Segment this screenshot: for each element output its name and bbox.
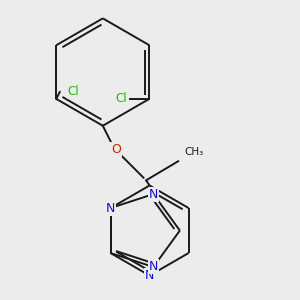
Text: N: N <box>149 260 158 274</box>
Text: Cl: Cl <box>115 92 127 105</box>
Text: N: N <box>145 269 154 282</box>
Text: Cl: Cl <box>68 85 80 98</box>
Text: O: O <box>111 143 121 157</box>
Text: N: N <box>149 188 158 201</box>
Text: N: N <box>106 202 115 214</box>
Text: CH₃: CH₃ <box>184 147 203 157</box>
